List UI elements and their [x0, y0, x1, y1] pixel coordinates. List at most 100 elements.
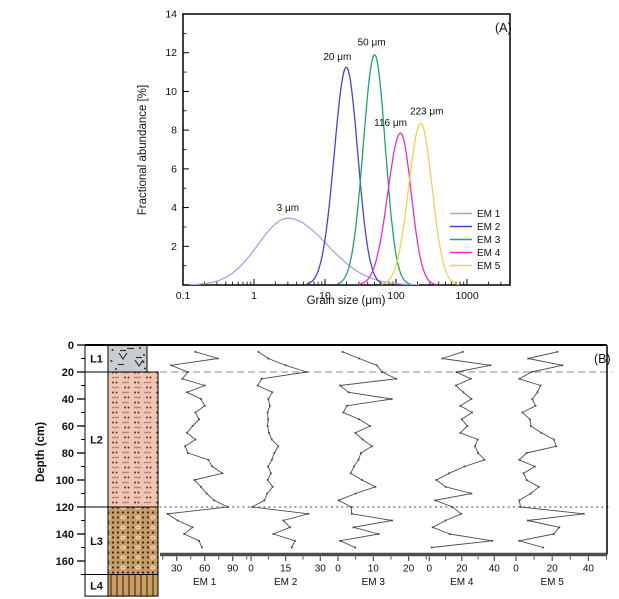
- data-point: [198, 539, 200, 542]
- profile-tick-label: 0: [513, 564, 519, 575]
- data-point: [267, 357, 270, 360]
- data-point: [459, 431, 462, 434]
- data-point: [207, 458, 210, 461]
- data-point: [518, 458, 521, 461]
- data-point: [341, 350, 344, 353]
- data-point: [561, 364, 564, 367]
- profile-tick-label: 40: [583, 564, 595, 575]
- data-point: [353, 465, 355, 468]
- profile-em-3: [338, 351, 397, 548]
- legend-label: EM 1: [477, 209, 501, 220]
- data-point: [191, 526, 194, 529]
- depth-tick-label: 0: [68, 340, 74, 352]
- y-tick-label: 10: [165, 86, 177, 98]
- data-point: [518, 499, 521, 502]
- data-point: [540, 431, 543, 434]
- profile-tick-label: 30: [315, 564, 327, 575]
- curve-em-5: [380, 122, 460, 285]
- data-point: [282, 519, 285, 522]
- data-point: [483, 458, 486, 461]
- legend: EM 1 EM 2 EM 3 EM 4 EM 5: [450, 209, 501, 272]
- data-point: [529, 492, 532, 495]
- profile-em-1: [166, 351, 229, 548]
- depth-tick-label: 80: [62, 448, 74, 460]
- peak-label: 20 μm: [323, 52, 351, 63]
- data-point: [191, 425, 194, 427]
- profile-tick-label: 0: [248, 564, 254, 575]
- data-point: [444, 485, 447, 488]
- l1-dot: [115, 368, 117, 370]
- legend-label: EM 5: [477, 261, 501, 272]
- lithology-l2: [107, 371, 159, 508]
- data-point: [205, 492, 208, 495]
- profile-tick-label: 20: [547, 564, 559, 575]
- data-point: [187, 452, 189, 454]
- data-point: [460, 512, 463, 515]
- profile-tick-label: 15: [280, 564, 292, 575]
- data-point: [186, 431, 188, 434]
- lithology-l3: [107, 506, 159, 575]
- depth-tick-label: 60: [62, 421, 74, 433]
- panel-b-depth-axis-title: Depth (cm): [35, 422, 47, 482]
- data-point: [266, 425, 269, 427]
- l1-check-symbol: [118, 352, 128, 360]
- data-point: [518, 539, 521, 542]
- layer-label: L3: [90, 536, 103, 548]
- data-point: [194, 411, 197, 414]
- data-point: [476, 438, 479, 441]
- data-point: [537, 485, 540, 488]
- profile-em-4: [431, 351, 493, 548]
- data-point: [451, 506, 454, 508]
- depth-tick-label: 40: [62, 394, 74, 406]
- data-point: [176, 519, 179, 522]
- data-point: [358, 418, 361, 421]
- y-tick-label: 12: [165, 47, 177, 59]
- data-point: [448, 533, 451, 535]
- panel-a: 0.1 1 10 100 1000 2 4 6 8 10 12 14 3 μm 20 μm 50 μm 11…: [137, 9, 512, 308]
- data-point: [347, 391, 350, 394]
- layer-label: L1: [90, 354, 103, 366]
- profile-tick-label: 0: [427, 564, 433, 575]
- data-point: [257, 350, 260, 353]
- l1-dot: [110, 360, 113, 362]
- y-tick-label: 14: [165, 9, 177, 21]
- data-point: [477, 452, 479, 454]
- curve-em-3: [336, 54, 411, 285]
- data-point: [270, 472, 272, 475]
- data-point: [434, 499, 437, 502]
- data-point: [216, 357, 219, 360]
- l1-symbols: [110, 347, 146, 370]
- data-point: [455, 384, 457, 387]
- data-point: [267, 418, 269, 421]
- l1-dot: [111, 349, 114, 351]
- panel-a-y-axis-title: Fractional abundance [%]: [137, 85, 149, 215]
- data-point: [375, 364, 378, 367]
- data-point: [461, 350, 464, 353]
- panel-a-x-axis-title: Grain size (μm): [307, 295, 386, 307]
- data-point: [489, 364, 492, 367]
- profile-name-label: EM 3: [362, 577, 386, 588]
- data-point: [345, 404, 348, 407]
- data-point: [369, 425, 371, 427]
- y-tick-label: 6: [171, 163, 177, 175]
- data-point: [339, 384, 341, 387]
- data-point: [350, 512, 353, 515]
- data-point: [352, 526, 355, 529]
- data-point: [582, 512, 585, 515]
- peak-label: 223 μm: [410, 106, 444, 117]
- data-point: [474, 445, 476, 448]
- data-point: [271, 485, 274, 488]
- data-point: [391, 519, 393, 522]
- profile-name-label: EM 5: [541, 577, 565, 588]
- data-point: [558, 526, 561, 529]
- data-point: [525, 479, 528, 481]
- data-point: [462, 391, 465, 394]
- layer-label: L4: [90, 580, 104, 592]
- y-tick-label: 8: [171, 125, 177, 137]
- data-point: [556, 350, 559, 353]
- data-point: [518, 377, 521, 380]
- data-point: [469, 377, 472, 380]
